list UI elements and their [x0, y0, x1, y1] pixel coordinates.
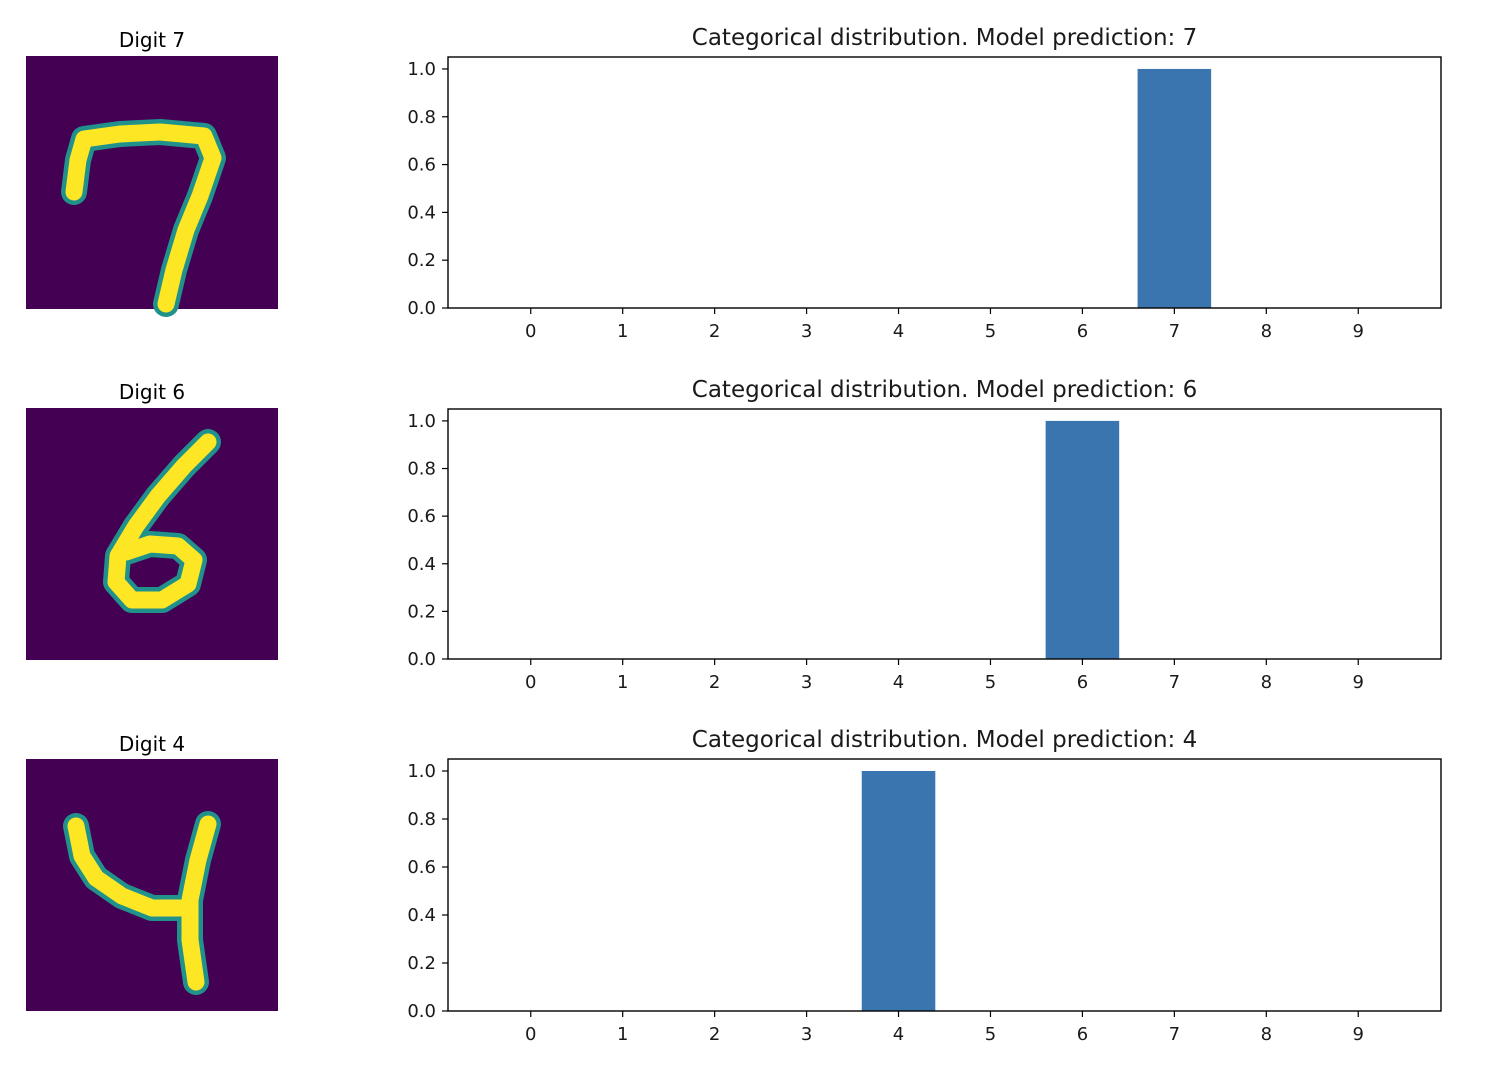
chart-title: Categorical distribution. Model predicti…	[692, 25, 1197, 51]
y-tick-label: 0.4	[407, 905, 436, 926]
digit-title: Digit 7	[119, 28, 185, 52]
bar	[1045, 420, 1120, 659]
digit-image	[26, 759, 278, 1011]
y-tick-label: 0.6	[407, 857, 436, 878]
bar	[861, 771, 936, 1011]
x-tick-label: 8	[1261, 1024, 1272, 1045]
axes-frame	[447, 56, 1442, 309]
x-tick-label: 2	[709, 1024, 720, 1045]
digit-image	[26, 408, 278, 660]
row-1: Digit 7 Categorical distribution. Model …	[26, 25, 1442, 342]
digit-image	[26, 56, 278, 317]
x-tick-label: 7	[1169, 321, 1180, 342]
x-tick-label: 1	[617, 672, 628, 693]
y-tick-label: 0.0	[407, 649, 436, 670]
y-tick-label: 0.2	[407, 953, 436, 974]
y-tick-label: 0.4	[407, 554, 436, 575]
y-tick-label: 0.0	[407, 298, 436, 319]
x-tick-label: 7	[1169, 1024, 1180, 1045]
x-tick-label: 3	[801, 1024, 812, 1045]
x-tick-label: 6	[1077, 1024, 1088, 1045]
x-tick-label: 5	[985, 1024, 996, 1045]
x-tick-label: 3	[801, 321, 812, 342]
y-tick-label: 1.0	[407, 59, 436, 80]
y-tick-label: 0.8	[407, 459, 436, 480]
x-tick-label: 0	[525, 1024, 536, 1045]
x-tick-label: 9	[1353, 672, 1364, 693]
y-tick-label: 0.6	[407, 155, 436, 176]
y-tick-label: 0.0	[407, 1001, 436, 1022]
x-tick-label: 2	[709, 321, 720, 342]
x-tick-label: 7	[1169, 672, 1180, 693]
axes-frame	[447, 408, 1442, 660]
x-tick-label: 6	[1077, 672, 1088, 693]
digit-title: Digit 6	[119, 380, 185, 404]
y-tick-label: 1.0	[407, 761, 436, 782]
x-tick-label: 1	[617, 1024, 628, 1045]
x-tick-label: 5	[985, 321, 996, 342]
x-tick-label: 9	[1353, 1024, 1364, 1045]
bar-chart: Categorical distribution. Model predicti…	[407, 377, 1442, 693]
x-tick-label: 5	[985, 672, 996, 693]
x-tick-label: 8	[1261, 672, 1272, 693]
bar-chart: Categorical distribution. Model predicti…	[407, 727, 1442, 1045]
bar-chart: Categorical distribution. Model predicti…	[407, 25, 1442, 342]
x-tick-label: 0	[525, 672, 536, 693]
row-2: Digit 6 Categorical distribution. Model …	[26, 377, 1442, 693]
y-tick-label: 0.6	[407, 506, 436, 527]
y-tick-label: 0.2	[407, 250, 436, 271]
bar	[1137, 68, 1212, 308]
x-tick-label: 1	[617, 321, 628, 342]
x-tick-label: 6	[1077, 321, 1088, 342]
y-tick-label: 1.0	[407, 411, 436, 432]
chart-title: Categorical distribution. Model predicti…	[692, 377, 1197, 403]
chart-title: Categorical distribution. Model predicti…	[692, 727, 1197, 753]
x-tick-label: 4	[893, 1024, 904, 1045]
y-tick-label: 0.8	[407, 809, 436, 830]
y-tick-label: 0.4	[407, 202, 436, 223]
x-tick-label: 4	[893, 321, 904, 342]
x-tick-label: 2	[709, 672, 720, 693]
x-tick-label: 8	[1261, 321, 1272, 342]
axes-frame	[447, 758, 1442, 1012]
x-tick-label: 3	[801, 672, 812, 693]
y-tick-label: 0.2	[407, 601, 436, 622]
x-tick-label: 0	[525, 321, 536, 342]
digit-title: Digit 4	[119, 732, 185, 756]
x-tick-label: 4	[893, 672, 904, 693]
y-tick-label: 0.8	[407, 107, 436, 128]
x-tick-label: 9	[1353, 321, 1364, 342]
row-3: Digit 4 Categorical distribution. Model …	[26, 727, 1442, 1045]
